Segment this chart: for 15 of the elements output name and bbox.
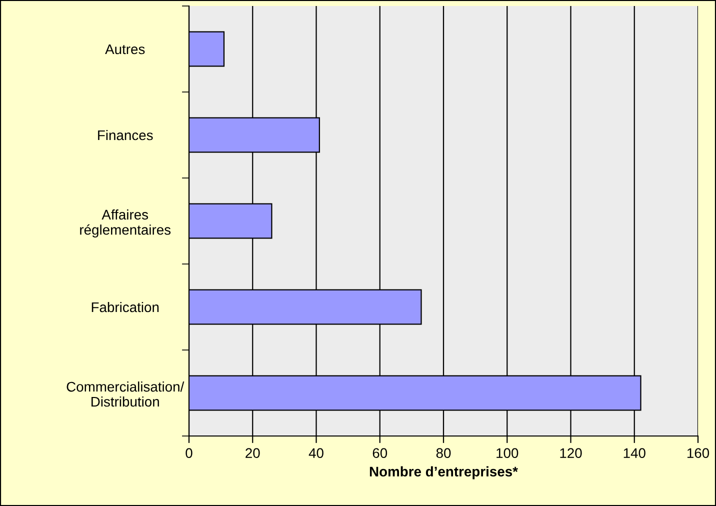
y-tick-label: Affaires réglementaires xyxy=(80,209,171,238)
y-tick-label: Fabrication xyxy=(92,302,159,312)
x-tick-label: 40 xyxy=(308,448,324,458)
y-tick-label: Commercialisation/ Distribution xyxy=(66,381,184,407)
x-tick-label: 120 xyxy=(560,448,582,458)
x-tick-label: 140 xyxy=(624,448,646,458)
x-axis-title: Nombre d’entreprises* xyxy=(370,466,518,480)
y-tick-label: Finances xyxy=(98,130,153,140)
x-tick-label: 100 xyxy=(496,448,518,458)
x-tick-label: 160 xyxy=(687,448,710,458)
x-tick-label: 20 xyxy=(246,448,260,458)
x-tick-label: 80 xyxy=(436,448,451,458)
y-tick-label: Autres xyxy=(105,44,145,54)
x-tick-label: 0 xyxy=(186,448,192,458)
x-tick-label: 60 xyxy=(372,448,388,458)
